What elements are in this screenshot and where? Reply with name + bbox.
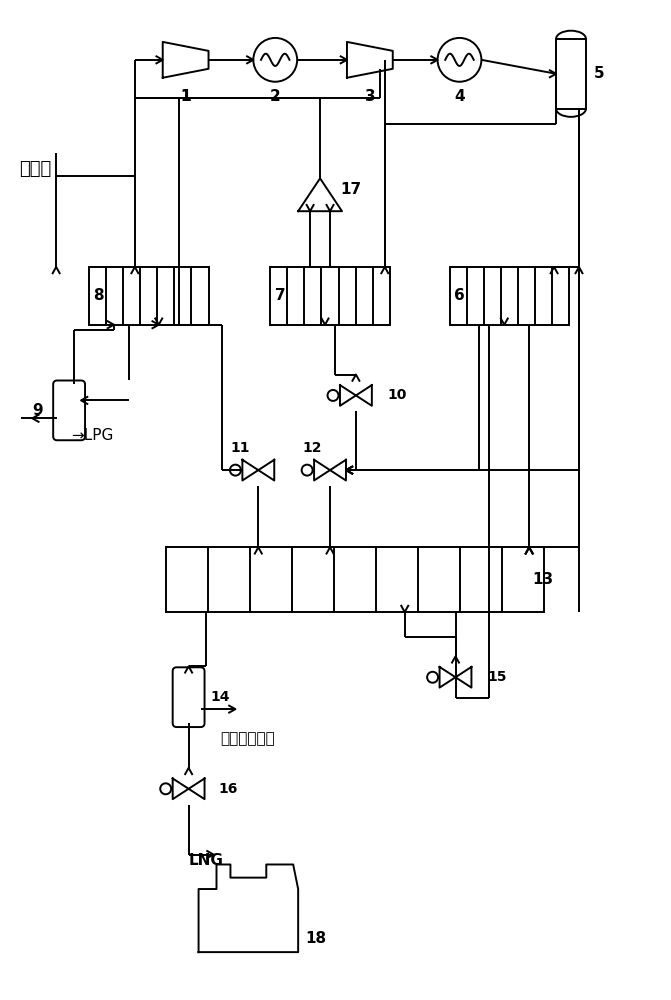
Text: 8: 8 bbox=[93, 288, 104, 303]
Text: 7: 7 bbox=[274, 288, 285, 303]
Text: 6: 6 bbox=[454, 288, 464, 303]
Text: 5: 5 bbox=[594, 66, 605, 81]
Text: 9: 9 bbox=[33, 403, 43, 418]
Text: 17: 17 bbox=[340, 182, 361, 197]
Text: 15: 15 bbox=[487, 670, 507, 684]
Text: 11: 11 bbox=[231, 441, 250, 455]
Text: LNG: LNG bbox=[189, 853, 223, 868]
Text: 4: 4 bbox=[454, 89, 465, 104]
Text: 12: 12 bbox=[303, 441, 322, 455]
Text: 固体二氧化碳: 固体二氧化碳 bbox=[221, 732, 275, 747]
Bar bbox=[450, 267, 569, 325]
Text: 天然气: 天然气 bbox=[19, 160, 52, 178]
Text: 18: 18 bbox=[305, 931, 326, 946]
Text: 13: 13 bbox=[532, 572, 554, 587]
Text: 1: 1 bbox=[180, 89, 191, 104]
Text: 2: 2 bbox=[270, 89, 280, 104]
Text: 10: 10 bbox=[388, 388, 407, 402]
Bar bbox=[270, 267, 390, 325]
Text: 14: 14 bbox=[211, 690, 230, 704]
Text: 3: 3 bbox=[364, 89, 375, 104]
Text: 16: 16 bbox=[219, 782, 238, 796]
Bar bbox=[166, 547, 544, 612]
Bar bbox=[556, 39, 586, 109]
Bar bbox=[89, 267, 209, 325]
Text: 1: 1 bbox=[180, 89, 191, 104]
Text: →LPG: →LPG bbox=[71, 428, 113, 443]
